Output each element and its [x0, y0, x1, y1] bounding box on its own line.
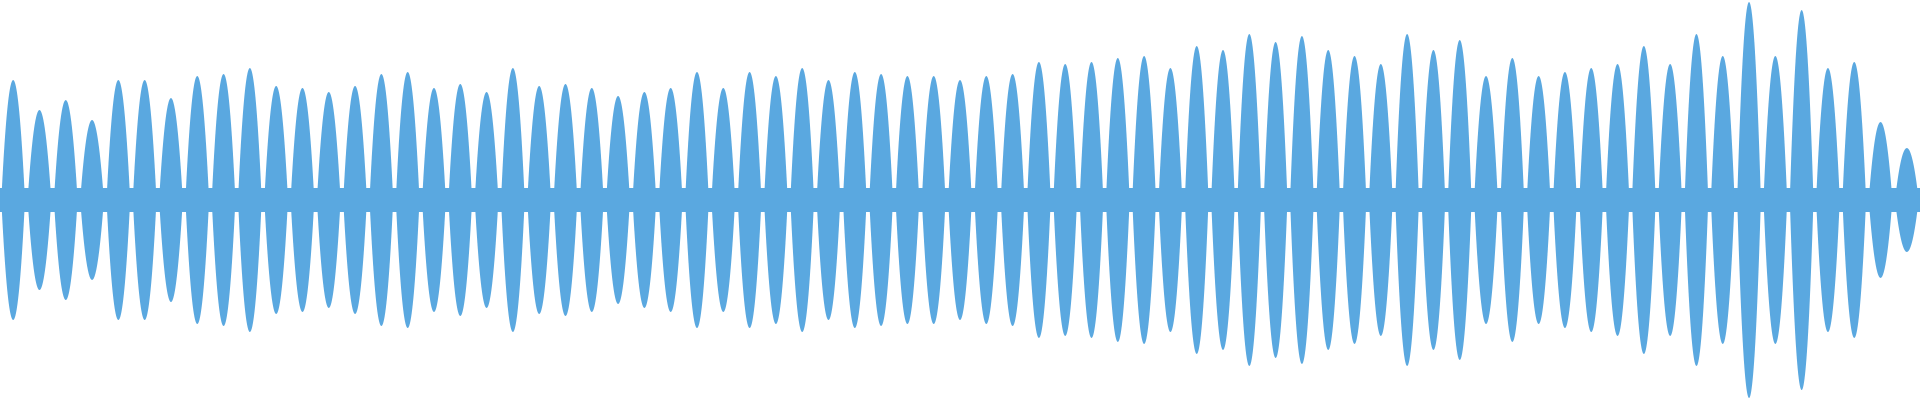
wave-burst — [1105, 58, 1130, 342]
wave-burst — [1868, 122, 1893, 278]
wave-burst — [1342, 56, 1367, 344]
wave-burst — [422, 88, 446, 312]
wave-burst — [211, 74, 236, 326]
wave-burst — [185, 76, 210, 324]
wave-burst — [1395, 34, 1419, 366]
wave-burst — [974, 76, 999, 324]
wave-burst — [53, 100, 78, 300]
wave-burst — [921, 76, 946, 324]
wave-burst — [1237, 34, 1262, 366]
wave-burst — [264, 86, 288, 314]
wave-burst — [1553, 72, 1577, 328]
wave-burst — [1500, 58, 1525, 342]
wave-burst — [1000, 74, 1025, 326]
wave-burst — [1316, 50, 1341, 350]
wave-burst — [159, 98, 183, 302]
wave-burst — [238, 68, 262, 332]
wave-burst — [343, 86, 367, 314]
wave-burst — [1895, 148, 1919, 252]
wave-burst — [948, 80, 972, 320]
wave-burst — [1079, 62, 1104, 338]
wave-burst — [1263, 42, 1288, 358]
wave-burst — [1421, 50, 1446, 350]
wave-burst — [1526, 76, 1551, 324]
wave-burst — [27, 110, 52, 290]
wave-burst — [1158, 68, 1183, 332]
wave-burst — [395, 72, 420, 328]
wave-burst — [869, 74, 893, 326]
wave-burst — [1789, 10, 1814, 390]
wave-burst — [1842, 62, 1867, 338]
wave-burst — [1132, 56, 1156, 344]
wave-burst — [290, 88, 315, 312]
wave-burst — [106, 80, 131, 320]
wave-burst — [553, 84, 578, 316]
wave-burst — [1184, 46, 1209, 354]
wave-burst — [658, 88, 683, 312]
wave-burst — [501, 68, 525, 332]
wave-burst — [132, 80, 157, 320]
wave-burst — [790, 68, 815, 332]
wave-burst — [474, 92, 499, 308]
wave-burst — [632, 92, 657, 308]
wave-burst — [1474, 76, 1498, 324]
wave-burst — [1290, 36, 1314, 364]
wave-burst — [579, 88, 604, 312]
wave-burst — [1632, 46, 1656, 354]
wave-burst — [527, 86, 552, 314]
wave-burst — [1658, 64, 1682, 336]
wave-burst — [369, 74, 394, 326]
wave-burst — [842, 72, 867, 328]
wave-burst — [606, 96, 630, 304]
wave-burst — [1684, 34, 1709, 366]
wave-burst — [895, 76, 920, 324]
wave-burst — [448, 84, 473, 316]
wave-burst — [1368, 64, 1393, 336]
wave-burst — [1027, 62, 1051, 338]
wave-burst — [1737, 2, 1761, 398]
wave-burst — [1710, 56, 1735, 344]
wave-burst — [737, 72, 762, 328]
wave-burst — [1053, 64, 1078, 336]
wave-burst — [711, 88, 736, 312]
wave-burst — [80, 120, 104, 280]
wave-burst — [1211, 50, 1235, 350]
wave-burst — [1605, 64, 1630, 336]
wave-burst — [1, 80, 25, 320]
wave-burst — [1447, 40, 1472, 360]
wave-burst — [685, 72, 709, 328]
wave-burst — [764, 76, 788, 324]
wave-burst — [1763, 56, 1788, 344]
wave-burst — [816, 80, 841, 320]
wave-burst — [1816, 68, 1840, 332]
wave-burst — [1579, 68, 1604, 332]
wave-burst — [316, 92, 341, 308]
